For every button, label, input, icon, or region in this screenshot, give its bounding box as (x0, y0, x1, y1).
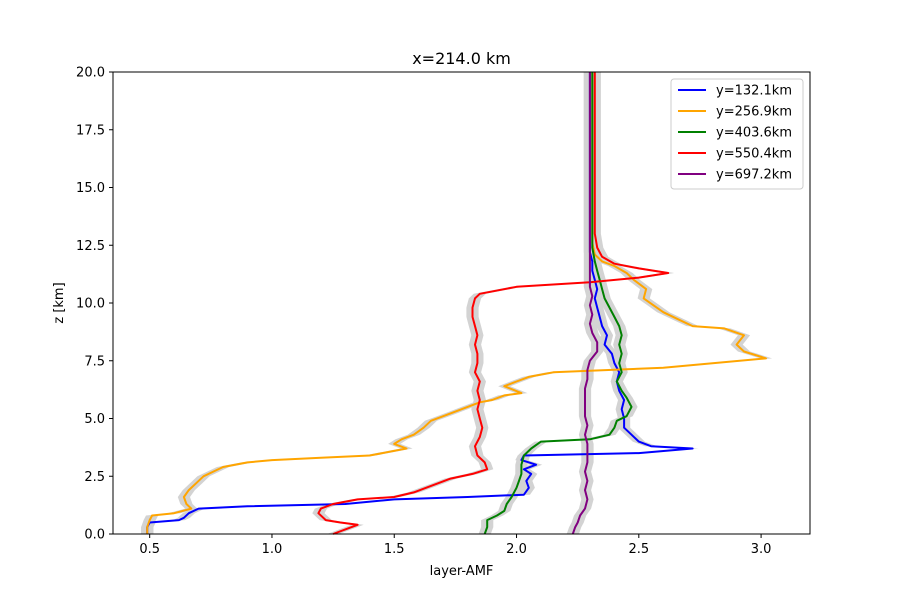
y-tick-label: 2.5 (84, 470, 105, 485)
legend-label: y=403.6km (716, 126, 792, 141)
series-line (146, 72, 767, 534)
y-tick-label: 15.0 (76, 181, 105, 196)
legend: y=132.1km y=256.9km y=403.6km y=550.4km y=69… (670, 78, 804, 190)
y-axis-ticks: 0.0 2.5 5.0 7.5 10.0 12.5 15.0 17.5 20.0 (76, 66, 113, 543)
legend-label: y=132.1km (716, 84, 792, 99)
x-axis-label: layer-AMF (430, 564, 494, 579)
y-tick-label: 7.5 (84, 354, 105, 369)
chart-title: x=214.0 km (412, 49, 511, 68)
y-tick-label: 0.0 (84, 528, 105, 543)
y-tick-label: 20.0 (76, 66, 105, 81)
y-tick-label: 10.0 (76, 297, 105, 312)
x-tick-label: 1.5 (384, 542, 405, 557)
y-tick-label: 5.0 (84, 412, 105, 427)
y-tick-label: 12.5 (76, 239, 105, 254)
legend-box (670, 78, 804, 190)
x-tick-label: 2.0 (506, 542, 527, 557)
x-tick-label: 0.5 (139, 542, 160, 557)
legend-label: y=697.2km (716, 168, 792, 183)
series-line (483, 72, 633, 535)
y-axis-label: z [km] (52, 282, 67, 323)
legend-label: y=550.4km (716, 147, 792, 162)
x-tick-label: 1.0 (262, 542, 283, 557)
series-line (146, 72, 694, 534)
x-tick-label: 2.5 (628, 542, 649, 557)
series-line (317, 72, 670, 535)
legend-label: y=256.9km (716, 105, 792, 120)
x-tick-label: 3.0 (751, 542, 772, 557)
x-axis-ticks: 0.5 1.0 1.5 2.0 2.5 3.0 (139, 534, 771, 557)
series-lines (146, 72, 767, 535)
uncertainty-band (141, 72, 773, 534)
series-line (571, 72, 599, 535)
y-tick-label: 17.5 (76, 123, 105, 138)
